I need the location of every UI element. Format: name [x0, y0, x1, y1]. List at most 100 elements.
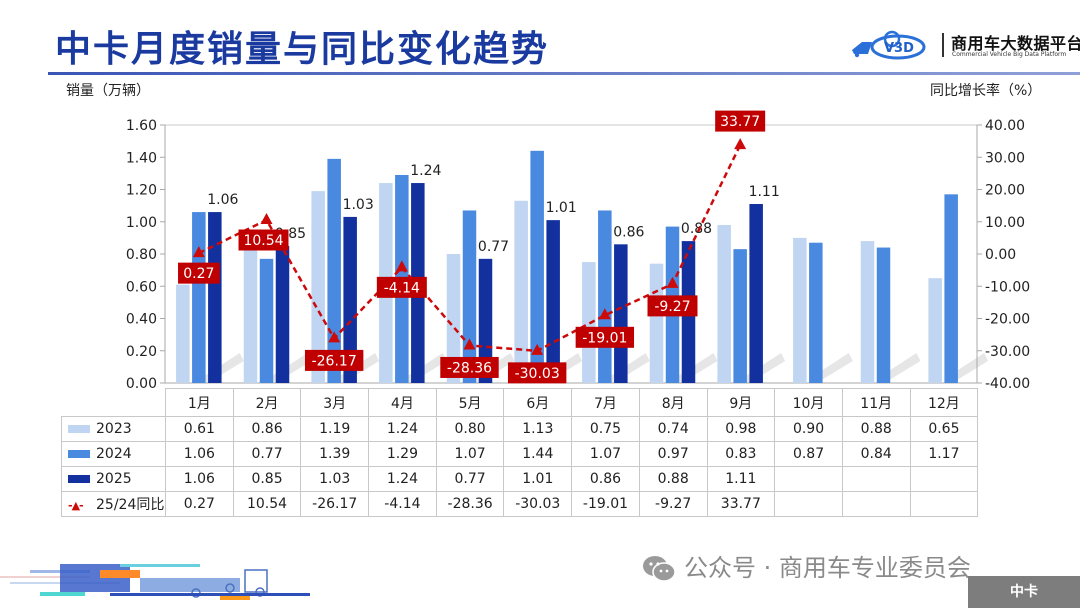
table-cell: 0.98 — [706, 416, 776, 442]
table-cell: 0.88 — [841, 416, 911, 442]
left-tick-label: 0.60 — [126, 279, 157, 295]
month-header: 2月 — [232, 388, 302, 417]
table-cell: 1.19 — [300, 416, 370, 442]
table-cell — [909, 466, 979, 492]
bar-2023 — [446, 254, 461, 383]
logo-en-text: Commercial Vehicle Big Data Platform — [952, 51, 1067, 58]
table-cell: 1.44 — [503, 441, 573, 467]
bar-2024 — [327, 158, 341, 383]
legend-entry: 2023 — [61, 416, 166, 442]
table-cell: 1.03 — [300, 466, 370, 492]
left-tick-label: 0.00 — [126, 376, 157, 392]
left-tick-label: 1.00 — [126, 215, 157, 231]
right-tick-label: 40.00 — [985, 118, 1025, 134]
table-cell: 0.77 — [232, 441, 302, 467]
yoy-triangle-marker-icon — [395, 260, 408, 272]
bar-2025 — [343, 216, 357, 383]
month-header: 9月 — [706, 388, 776, 417]
table-cell: 33.77 — [706, 491, 776, 517]
bar-2024 — [462, 210, 477, 383]
table-cell: -30.03 — [503, 491, 573, 517]
bar-2025 — [749, 204, 763, 383]
table-cell — [774, 466, 843, 492]
yoy-label-box — [440, 356, 499, 378]
table-cell — [774, 491, 843, 517]
wechat-watermark: 公众号 · 商用车专业委员会 — [642, 548, 971, 584]
yoy-triangle-marker-icon — [666, 276, 679, 288]
bar-2023 — [649, 263, 664, 383]
yoy-data-label: -26.17 — [312, 353, 357, 369]
table-cell — [909, 491, 979, 517]
table-cell: 1.39 — [300, 441, 370, 467]
table-cell: -19.01 — [571, 491, 640, 517]
table-cell: 1.06 — [165, 441, 234, 467]
watermark-shadow — [741, 353, 786, 383]
bar-data-label: 0.77 — [478, 239, 509, 255]
left-tick-label: 0.80 — [126, 247, 157, 263]
table-cell: 0.77 — [435, 466, 505, 492]
bar-2024 — [876, 247, 891, 383]
bar-2023 — [243, 244, 258, 383]
category-tag: 中卡 — [968, 576, 1080, 608]
table-cell: 1.11 — [706, 466, 776, 492]
right-tick-label: -40.00 — [985, 376, 1030, 392]
legend-label: 2023 — [96, 421, 132, 437]
watermark-shadow — [267, 353, 312, 383]
yoy-data-label: -4.14 — [384, 280, 420, 296]
bar-2023 — [860, 241, 875, 383]
table-cell: 0.74 — [638, 416, 708, 442]
table-cell: 0.85 — [232, 466, 302, 492]
bar-2025 — [478, 258, 493, 383]
bar-data-label: 1.06 — [207, 192, 238, 208]
speeding-trucks-decoration — [0, 564, 310, 600]
legend-entry: -▲- 25/24同比 — [61, 491, 166, 517]
bar-2024 — [809, 242, 823, 383]
left-tick-label: 1.60 — [126, 118, 157, 134]
watermark-shadow — [199, 353, 244, 383]
table-cell: 1.24 — [368, 466, 437, 492]
yoy-label-box — [715, 110, 766, 132]
table-cell: 0.97 — [638, 441, 708, 467]
yoy-data-label: 33.77 — [720, 114, 760, 130]
yoy-triangle-marker-icon — [260, 213, 273, 225]
month-header: 1月 — [165, 388, 234, 417]
month-header: 3月 — [300, 388, 370, 417]
table-cell: 1.13 — [503, 416, 573, 442]
yoy-label-box — [575, 326, 635, 348]
right-tick-label: 30.00 — [985, 150, 1025, 166]
logo-cn-text: 商用车大数据平台 — [951, 34, 1080, 53]
yoy-data-label: 0.27 — [183, 266, 214, 282]
bar-2025 — [546, 220, 560, 383]
yoy-label-box — [507, 362, 567, 384]
table-cell: -26.17 — [300, 491, 370, 517]
bar-2023 — [514, 200, 528, 383]
left-tick-label: 1.40 — [126, 150, 157, 166]
table-cell: 0.90 — [774, 416, 843, 442]
legend-entry: 2025 — [61, 466, 166, 492]
bar-2025 — [208, 212, 222, 383]
bar-data-label: 1.01 — [546, 200, 577, 216]
table-cell: 1.07 — [571, 441, 640, 467]
bar-2024 — [530, 150, 544, 383]
yoy-label-box — [647, 295, 698, 317]
yoy-triangle-marker-icon — [192, 246, 205, 258]
bar-data-label: 0.88 — [681, 221, 712, 237]
table-cell: 0.80 — [435, 416, 505, 442]
table-cell: 0.83 — [706, 441, 776, 467]
yoy-label-box — [178, 262, 220, 284]
month-header: 10月 — [774, 388, 843, 417]
bar-2023 — [582, 262, 596, 383]
table-cell: 1.06 — [165, 466, 234, 492]
table-cell — [841, 466, 911, 492]
bar-data-label: 1.24 — [410, 163, 441, 179]
title-divider — [48, 72, 1080, 75]
month-header: 11月 — [841, 388, 911, 417]
yoy-data-label: -19.01 — [582, 330, 627, 346]
table-corner — [61, 388, 166, 417]
month-header: 7月 — [571, 388, 640, 417]
table-row: 2023 0.61 0.86 1.19 1.24 0.80 1.13 0.75 0.74 0.98… — [61, 416, 979, 442]
right-tick-label: 0.00 — [985, 247, 1016, 263]
table-cell: 0.84 — [841, 441, 911, 467]
bar-2025 — [614, 244, 628, 383]
